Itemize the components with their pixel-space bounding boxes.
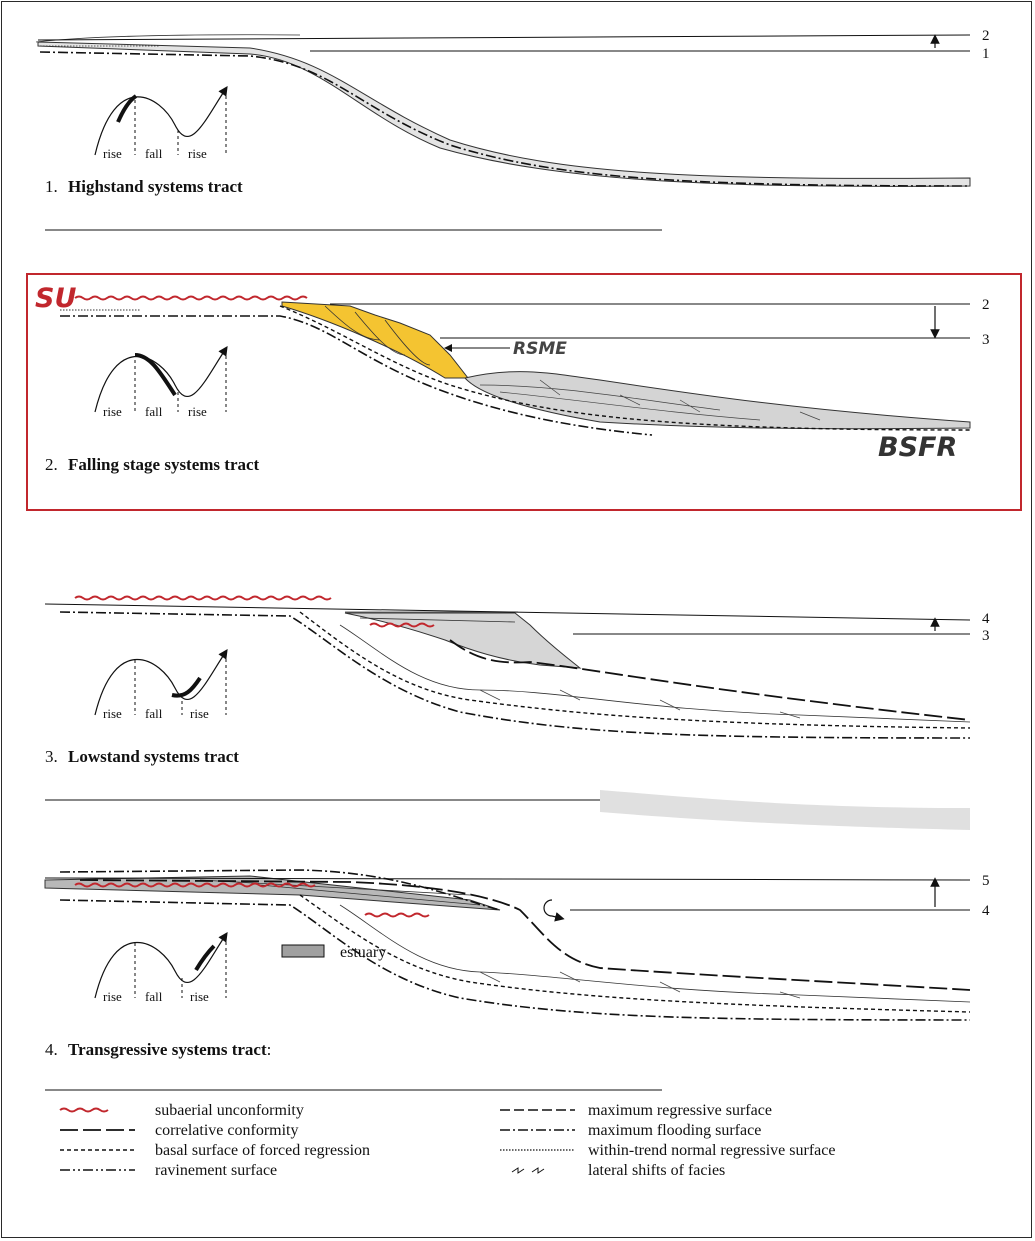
panel-1-mfs bbox=[39, 51, 971, 187]
legend-swatch-lateral-shift bbox=[511, 1167, 545, 1174]
curve-label-fall: fall bbox=[145, 706, 163, 721]
panel-2-bsfr bbox=[279, 305, 971, 431]
estuary-label: estuary bbox=[340, 944, 386, 961]
rsme-label: RSME bbox=[513, 339, 567, 359]
panel-3-su-red bbox=[74, 595, 332, 601]
panel-3-gray-wedge bbox=[344, 612, 582, 669]
curve-label-rise: rise bbox=[103, 404, 122, 419]
panel-1-wedge bbox=[37, 41, 971, 187]
su-label: SU bbox=[35, 283, 76, 314]
panel-4-su-red bbox=[74, 882, 316, 888]
panel-4-transgressive: 5 4 estuary rise fall rise 4. Transgress… bbox=[44, 790, 990, 1091]
panel-2-title: Falling stage systems tract bbox=[68, 455, 260, 474]
panel-3-level-4-line bbox=[44, 603, 971, 621]
curve-label-fall: fall bbox=[145, 989, 163, 1004]
panel-2-su-red bbox=[74, 295, 308, 301]
curve-label-rise: rise bbox=[103, 989, 122, 1004]
panel-1-level-top: 2 bbox=[982, 28, 990, 44]
panel-3-number: 3. bbox=[45, 747, 58, 766]
panel-2-falling-stage: 2 3 RSME SU BSFR rise fall rise 2. Falli… bbox=[35, 283, 990, 474]
panel-3-lowstand: 4 3 rise fall rise 3. Lowstand systems t… bbox=[44, 595, 990, 801]
legend-right-2: maximum flooding surface bbox=[588, 1122, 761, 1139]
panel-4-level-bottom: 4 bbox=[982, 903, 990, 919]
panel-4-retrogradation-icon bbox=[543, 899, 565, 922]
panel-3-bsfr bbox=[299, 611, 971, 729]
panel-2-mfs bbox=[60, 315, 653, 436]
curve-label-rise: rise bbox=[190, 706, 209, 721]
curve-label-rise: rise bbox=[103, 706, 122, 721]
panel-3-cc bbox=[449, 639, 971, 721]
panel-1-title: Highstand systems tract bbox=[68, 177, 243, 196]
estuary-swatch bbox=[281, 944, 325, 958]
panel-1-highstand: 2 1 rise fall rise 1. Highstand systems … bbox=[35, 28, 990, 231]
panel-4-number: 4. bbox=[45, 1040, 58, 1059]
panel-1-level-2-line bbox=[37, 34, 971, 41]
panel-4-level-top: 5 bbox=[982, 873, 990, 889]
panel-2-sealevel-curve: rise fall rise bbox=[94, 346, 228, 419]
panel-1-number: 1. bbox=[45, 177, 58, 196]
panel-4-sealevel-curve: rise fall rise bbox=[94, 932, 228, 1004]
legend-right-3: within-trend normal regressive surface bbox=[588, 1142, 835, 1159]
panel-4-outer-gray bbox=[600, 790, 970, 830]
curve-label-rise: rise bbox=[190, 989, 209, 1004]
panel-1-level-bottom: 1 bbox=[982, 46, 990, 62]
panel-4-level-5-line bbox=[44, 877, 971, 881]
legend-swatch-su bbox=[59, 1107, 109, 1113]
panel-4-title-suffix: : bbox=[267, 1040, 272, 1059]
panel-4-mfs-upper bbox=[59, 869, 501, 911]
bsfr-label: BSFR bbox=[878, 432, 957, 463]
panel-2-level-bottom: 3 bbox=[982, 332, 990, 348]
panel-2-yellow-wedges bbox=[281, 301, 470, 379]
panel-2-highlight-box bbox=[26, 273, 1022, 511]
legend-right-4: lateral shifts of facies bbox=[588, 1162, 725, 1179]
panel-3-sealevel-curve: rise fall rise bbox=[94, 649, 228, 721]
panel-1-sealevel-curve: rise fall rise bbox=[94, 86, 228, 161]
legend-left-1: subaerial unconformity bbox=[155, 1102, 304, 1119]
panel-3-level-top: 4 bbox=[982, 611, 990, 627]
curve-label-fall: fall bbox=[145, 404, 163, 419]
curve-label-fall: fall bbox=[145, 146, 163, 161]
panel-2-number: 2. bbox=[45, 455, 58, 474]
legend: subaerial unconformity correlative confo… bbox=[59, 1102, 835, 1179]
panel-4-title: Transgressive systems tract bbox=[68, 1040, 267, 1059]
panel-3-title: Lowstand systems tract bbox=[68, 747, 239, 766]
panel-2-level-top: 2 bbox=[982, 297, 990, 313]
curve-label-rise: rise bbox=[103, 146, 122, 161]
legend-left-4: ravinement surface bbox=[155, 1162, 277, 1179]
curve-label-rise: rise bbox=[188, 146, 207, 161]
legend-left-2: correlative conformity bbox=[155, 1122, 299, 1139]
panel-3-level-bottom: 3 bbox=[982, 628, 990, 644]
panel-4-title-wrap: Transgressive systems tract: bbox=[68, 1040, 271, 1059]
panel-4-mrs bbox=[79, 879, 971, 991]
legend-left-3: basal surface of forced regression bbox=[155, 1142, 370, 1159]
curve-label-rise: rise bbox=[188, 404, 207, 419]
legend-right-1: maximum regressive surface bbox=[588, 1102, 772, 1119]
